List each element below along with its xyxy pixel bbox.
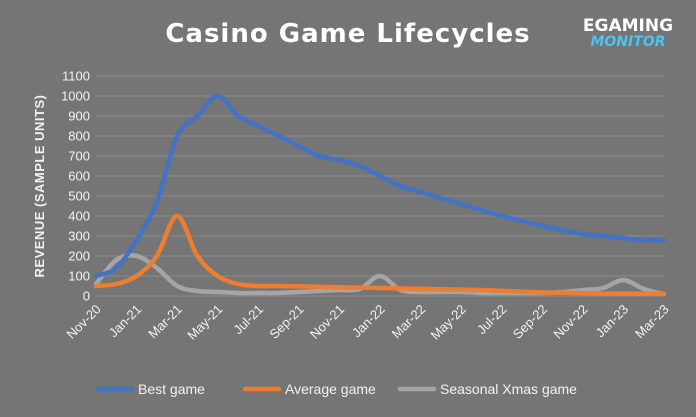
x-tick-label: Jan-21 bbox=[106, 302, 145, 341]
series-line-average-game bbox=[93, 213, 667, 296]
y-tick-label: 400 bbox=[68, 209, 90, 224]
x-tick-label: May-21 bbox=[184, 302, 225, 343]
x-tick-label: Mar-21 bbox=[145, 302, 185, 342]
y-tick-label: 1000 bbox=[61, 89, 90, 104]
x-tick-label: Nov-22 bbox=[550, 302, 590, 342]
series-lines bbox=[93, 93, 667, 297]
x-tick-label: Jan-22 bbox=[349, 302, 388, 341]
logo-text-bottom: MONITOR bbox=[591, 34, 666, 50]
x-tick-label: Jul-22 bbox=[474, 302, 510, 338]
x-tick-label: Nov-20 bbox=[64, 302, 104, 342]
x-tick-label: Nov-21 bbox=[307, 302, 347, 342]
y-tick-label: 500 bbox=[68, 189, 90, 204]
x-tick-label: Jul-21 bbox=[230, 302, 266, 338]
legend-label-seasonal-xmas-game: Seasonal Xmas game bbox=[440, 381, 577, 397]
series-line-best-game bbox=[93, 93, 667, 279]
legend-label-average-game: Average game bbox=[285, 381, 376, 397]
x-tick-label: Sep-21 bbox=[266, 302, 306, 342]
x-tick-label: Jan-23 bbox=[592, 302, 631, 341]
x-tick-label: Mar-22 bbox=[389, 302, 429, 342]
y-tick-label: 700 bbox=[68, 149, 90, 164]
y-axis-ticks: 0 100 200 300 400 500 600 700 800 900 1000 1100 bbox=[61, 69, 90, 304]
chart-title: Casino Game Lifecycles bbox=[165, 19, 530, 49]
y-tick-label: 300 bbox=[68, 229, 90, 244]
y-tick-label: 0 bbox=[83, 289, 90, 304]
y-tick-label: 1100 bbox=[62, 69, 90, 84]
x-axis-ticks: Nov-20 Jan-21 Mar-21 May-21 Jul-21 Sep-21 Nov-… bbox=[64, 302, 672, 343]
y-tick-label: 800 bbox=[68, 129, 90, 144]
legend: Best game Average game Seasonal Xmas game bbox=[95, 381, 577, 397]
y-tick-label: 600 bbox=[68, 169, 90, 184]
x-tick-label: May-22 bbox=[428, 302, 469, 343]
y-tick-label: 100 bbox=[68, 269, 90, 284]
x-tick-label: Mar-23 bbox=[632, 302, 672, 342]
y-axis-title: REVENUE (SAMPLE UNITS) bbox=[32, 95, 47, 278]
y-tick-label: 900 bbox=[68, 109, 90, 124]
gridlines bbox=[96, 75, 664, 297]
logo-text-top: EGAMING bbox=[583, 16, 673, 36]
x-tick-label: Sep-22 bbox=[510, 302, 550, 342]
legend-label-best-game: Best game bbox=[138, 381, 205, 397]
brand-logo: EGAMING MONITOR bbox=[583, 16, 673, 50]
y-tick-label: 200 bbox=[68, 249, 90, 264]
